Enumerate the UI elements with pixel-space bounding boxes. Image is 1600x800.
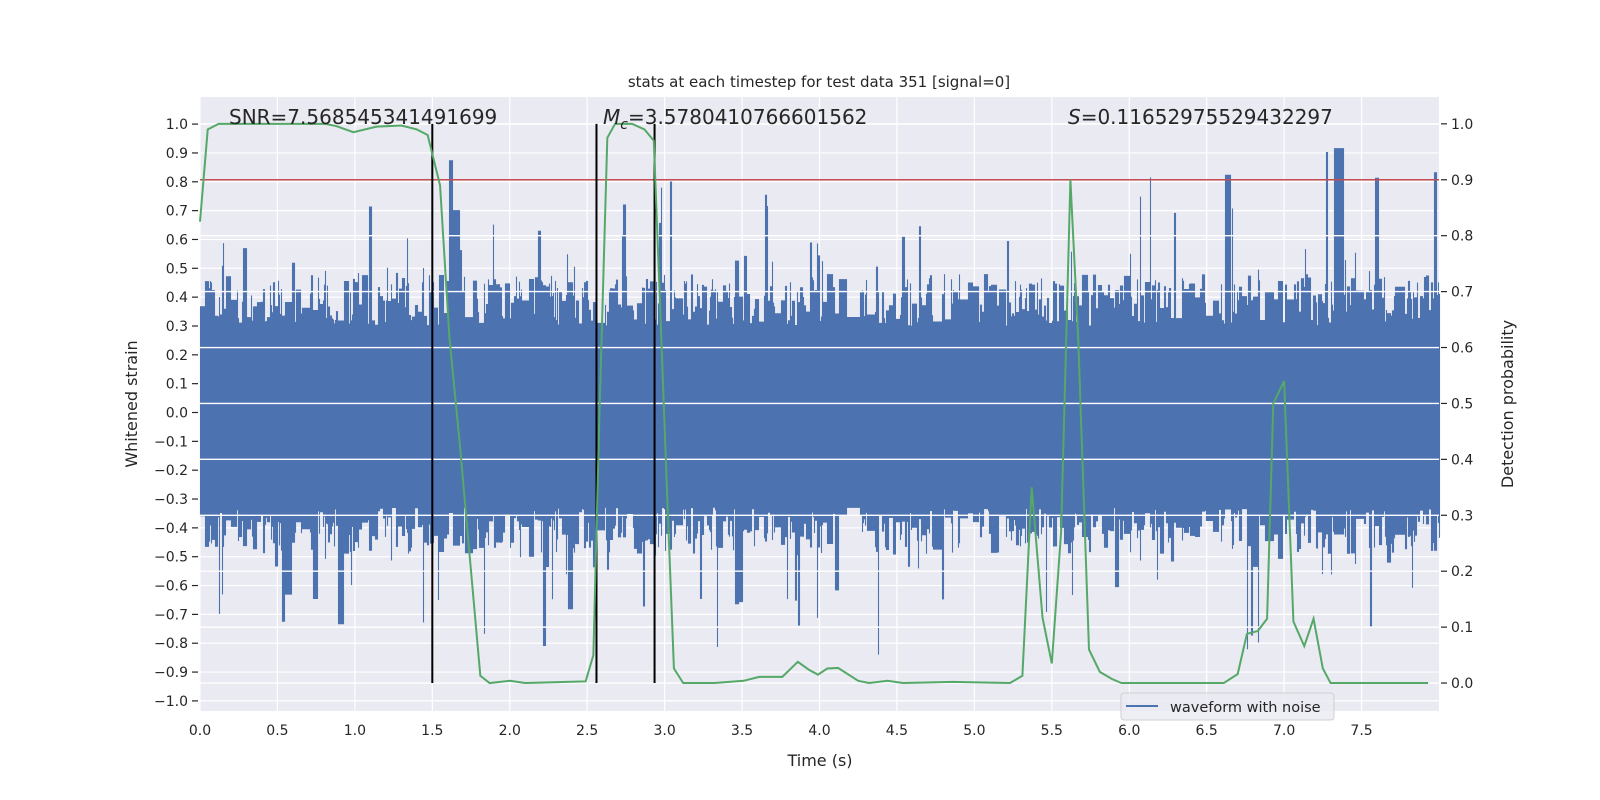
- x-tick-label: 3.5: [731, 723, 753, 739]
- y-tick-label: 0.3: [166, 319, 188, 335]
- y-tick-label: −0.4: [154, 521, 188, 537]
- y-tick-label: −0.6: [154, 579, 188, 595]
- x-axis-label: Time (s): [786, 751, 852, 770]
- right-y-tick-label: 0.8: [1451, 229, 1473, 245]
- y-tick-label: −0.1: [154, 434, 188, 450]
- axis-ticks: 0.0 0.5 1.0 1.5 2.0 2.5 3.0 3.5 4.0 4.5 5.0 5.5 6.0 6…: [154, 117, 1473, 739]
- mc-value: =3.5780410766601562: [628, 105, 867, 129]
- right-y-tick-label: 1.0: [1451, 117, 1473, 133]
- right-y-tick-label: 0.5: [1451, 396, 1473, 412]
- y-tick-label: 0.7: [166, 204, 188, 220]
- legend: waveform with noise: [1120, 692, 1335, 721]
- right-y-tick-label: 0.4: [1451, 452, 1473, 468]
- legend-box: [1120, 692, 1335, 721]
- y-tick-label: 0.9: [166, 146, 188, 162]
- s-annotation: S=0.11652975529432297: [1068, 105, 1333, 129]
- y-tick-label: 0.2: [166, 348, 188, 364]
- y-tick-label: −1.0: [154, 694, 188, 710]
- right-y-tick-label: 0.7: [1451, 285, 1473, 301]
- right-y-tick-label: 0.6: [1451, 341, 1473, 357]
- vertical-markers: [431, 123, 656, 684]
- s-value: =0.11652975529432297: [1081, 105, 1333, 129]
- y-tick-label: −0.3: [154, 492, 188, 508]
- x-tick-label: 1.0: [344, 723, 366, 739]
- right-y-tick-label: 0.3: [1451, 508, 1473, 524]
- x-tick-label: 4.0: [808, 723, 830, 739]
- mc-subscript: c: [620, 117, 628, 133]
- y-tick-label: 0.1: [166, 377, 188, 393]
- x-tick-label: 5.0: [963, 723, 985, 739]
- legend-label: waveform with noise: [1170, 700, 1321, 716]
- y-tick-label: 0.0: [166, 406, 188, 422]
- y-tick-label: 1.0: [166, 117, 188, 133]
- x-tick-label: 6.0: [1118, 723, 1140, 739]
- x-tick-label: 5.5: [1041, 723, 1063, 739]
- x-tick-label: 0.0: [189, 723, 211, 739]
- s-symbol: S: [1068, 105, 1081, 129]
- x-tick-label: 4.5: [886, 723, 908, 739]
- y-tick-label: −0.2: [154, 463, 188, 479]
- x-tick-label: 7.0: [1273, 723, 1295, 739]
- x-tick-label: 1.5: [421, 723, 443, 739]
- x-tick-label: 0.5: [266, 723, 288, 739]
- y-tick-label: −0.5: [154, 550, 188, 566]
- mc-symbol: M: [603, 105, 620, 129]
- y-tick-label: −0.8: [154, 636, 188, 652]
- y-tick-label: −0.7: [154, 607, 188, 623]
- x-tick-label: 6.5: [1196, 723, 1218, 739]
- snr-annotation: SNR=7.568545341491699: [229, 105, 497, 129]
- right-y-axis-label: Detection probability: [1498, 320, 1517, 488]
- y-tick-label: 0.5: [166, 261, 188, 277]
- y-tick-label: 0.6: [166, 232, 188, 248]
- x-tick-label: 2.0: [499, 723, 521, 739]
- detection-probability-line: [199, 122, 1429, 685]
- y-tick-label: −0.9: [154, 665, 188, 681]
- x-tick-label: 7.5: [1350, 723, 1372, 739]
- y-axis-label: Whitened strain: [122, 340, 141, 467]
- right-y-tick-label: 0.1: [1451, 620, 1473, 636]
- y-tick-label: 0.4: [166, 290, 188, 306]
- chart-title: stats at each timestep for test data 351…: [628, 73, 1010, 91]
- right-y-tick-label: 0.2: [1451, 564, 1473, 580]
- right-y-tick-label: 0.9: [1451, 173, 1473, 189]
- right-y-tick-label: 0.0: [1451, 676, 1473, 692]
- x-tick-label: 2.5: [576, 723, 598, 739]
- x-tick-label: 3.0: [653, 723, 675, 739]
- y-tick-label: 0.8: [166, 175, 188, 191]
- chirp-mass-annotation: Mc=3.5780410766601562: [603, 105, 867, 133]
- waveform-series: [199, 148, 1441, 655]
